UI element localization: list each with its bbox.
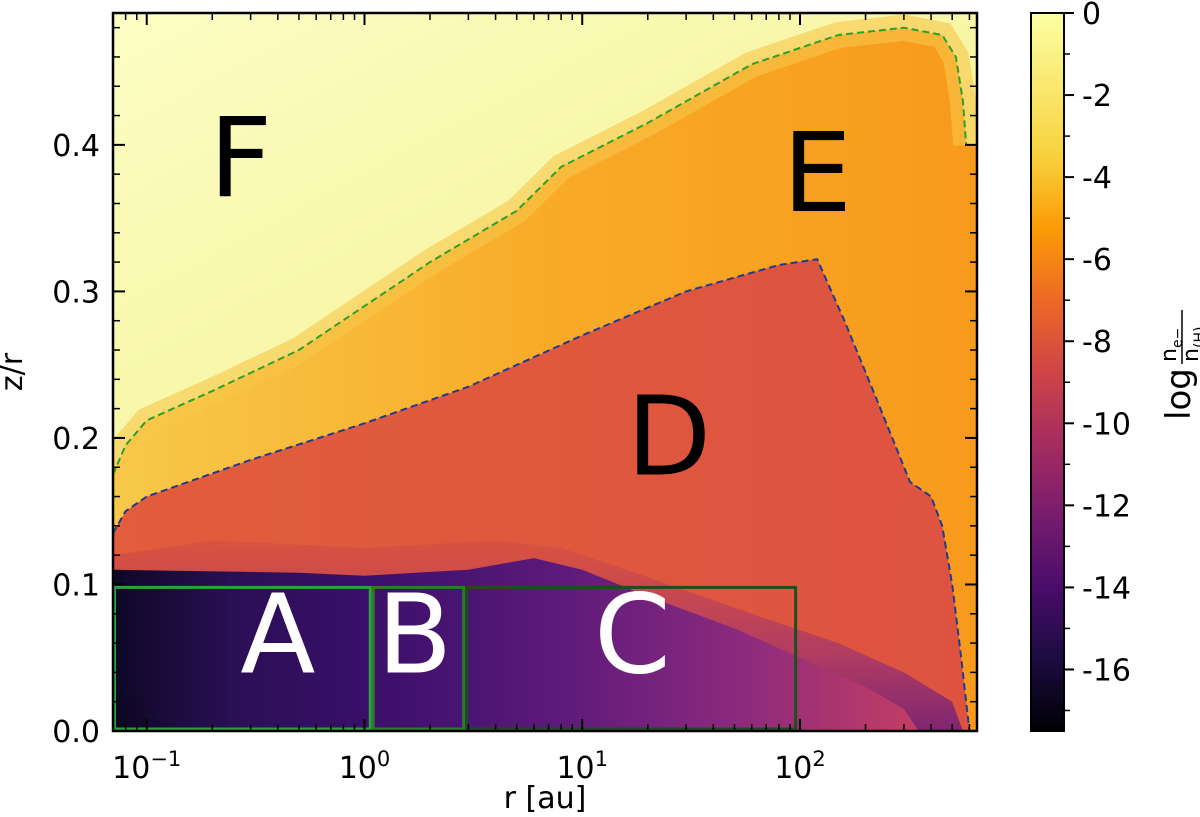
region-label-d: D bbox=[627, 373, 712, 501]
colorbar: 0 -2 -4 -6 -8 -10 -12 -14 -16 log n e− n (H) bbox=[1030, 0, 1200, 732]
region-labels: A B CD E F bbox=[209, 94, 852, 698]
y-tick-label: 0.2 bbox=[52, 422, 100, 457]
colorbar-label: log n e− n (H) bbox=[1157, 310, 1200, 420]
colorbar-tick-label: -14 bbox=[1082, 571, 1131, 606]
field-inner-core bbox=[113, 621, 253, 731]
colorbar-label-log: log bbox=[1159, 368, 1199, 420]
colorbar-label-numerator-sub: e− bbox=[1170, 328, 1186, 348]
region-label-c: C bbox=[594, 570, 671, 698]
region-label-e: E bbox=[782, 109, 852, 237]
x-tick-label: 101 bbox=[556, 747, 608, 786]
colorbar-tick-label: -12 bbox=[1082, 489, 1131, 524]
y-tick-label: 0.4 bbox=[52, 129, 100, 164]
region-boxes bbox=[113, 585, 798, 731]
contour-line-1 bbox=[113, 26, 968, 475]
contour-line-2 bbox=[113, 258, 971, 731]
colorbar-label-denominator: n bbox=[1179, 348, 1200, 362]
colorbar-tick-label: -6 bbox=[1082, 243, 1112, 278]
y-tick-label: 0.0 bbox=[52, 715, 100, 750]
region-label-a: A bbox=[240, 570, 315, 698]
region-box-a bbox=[113, 585, 372, 731]
axis-ticks: 10−1 100 101 102 0.0 0.1 0.2 0.3 0.4 bbox=[52, 13, 977, 786]
colorbar-label-numerator: n bbox=[1157, 348, 1182, 362]
colorbar-gradient bbox=[1030, 12, 1065, 732]
y-axis-title: z/r bbox=[0, 352, 30, 391]
colorbar-tick-label: -8 bbox=[1082, 325, 1112, 360]
colorbar-tick-label: -4 bbox=[1082, 161, 1112, 196]
field-midplane bbox=[113, 558, 919, 731]
region-label-b: B bbox=[377, 570, 452, 698]
y-tick-label: 0.3 bbox=[52, 275, 100, 310]
x-tick-label: 100 bbox=[339, 747, 391, 786]
y-tick-label: 0.1 bbox=[52, 568, 100, 603]
colorbar-label-denominator-sub: (H) bbox=[1192, 327, 1200, 348]
region-label-f: F bbox=[209, 94, 272, 222]
colorbar-tick-label: -2 bbox=[1082, 79, 1112, 114]
region-box-c bbox=[465, 585, 798, 731]
colorbar-tick-label: -16 bbox=[1082, 653, 1131, 688]
colorbar-tick-label: 0 bbox=[1082, 0, 1101, 32]
colorbar-ticks: 0 -2 -4 -6 -8 -10 -12 -14 -16 bbox=[1064, 0, 1131, 712]
contour-lines bbox=[113, 26, 971, 731]
x-axis-title: r [au] bbox=[504, 781, 587, 816]
colorbar-tick-label: -10 bbox=[1082, 407, 1131, 442]
field-surface-layer bbox=[113, 13, 977, 475]
x-tick-label: 10−1 bbox=[112, 747, 181, 786]
x-tick-label: 102 bbox=[774, 747, 826, 786]
plot-frame bbox=[111, 11, 979, 733]
region-box-b bbox=[371, 585, 466, 731]
